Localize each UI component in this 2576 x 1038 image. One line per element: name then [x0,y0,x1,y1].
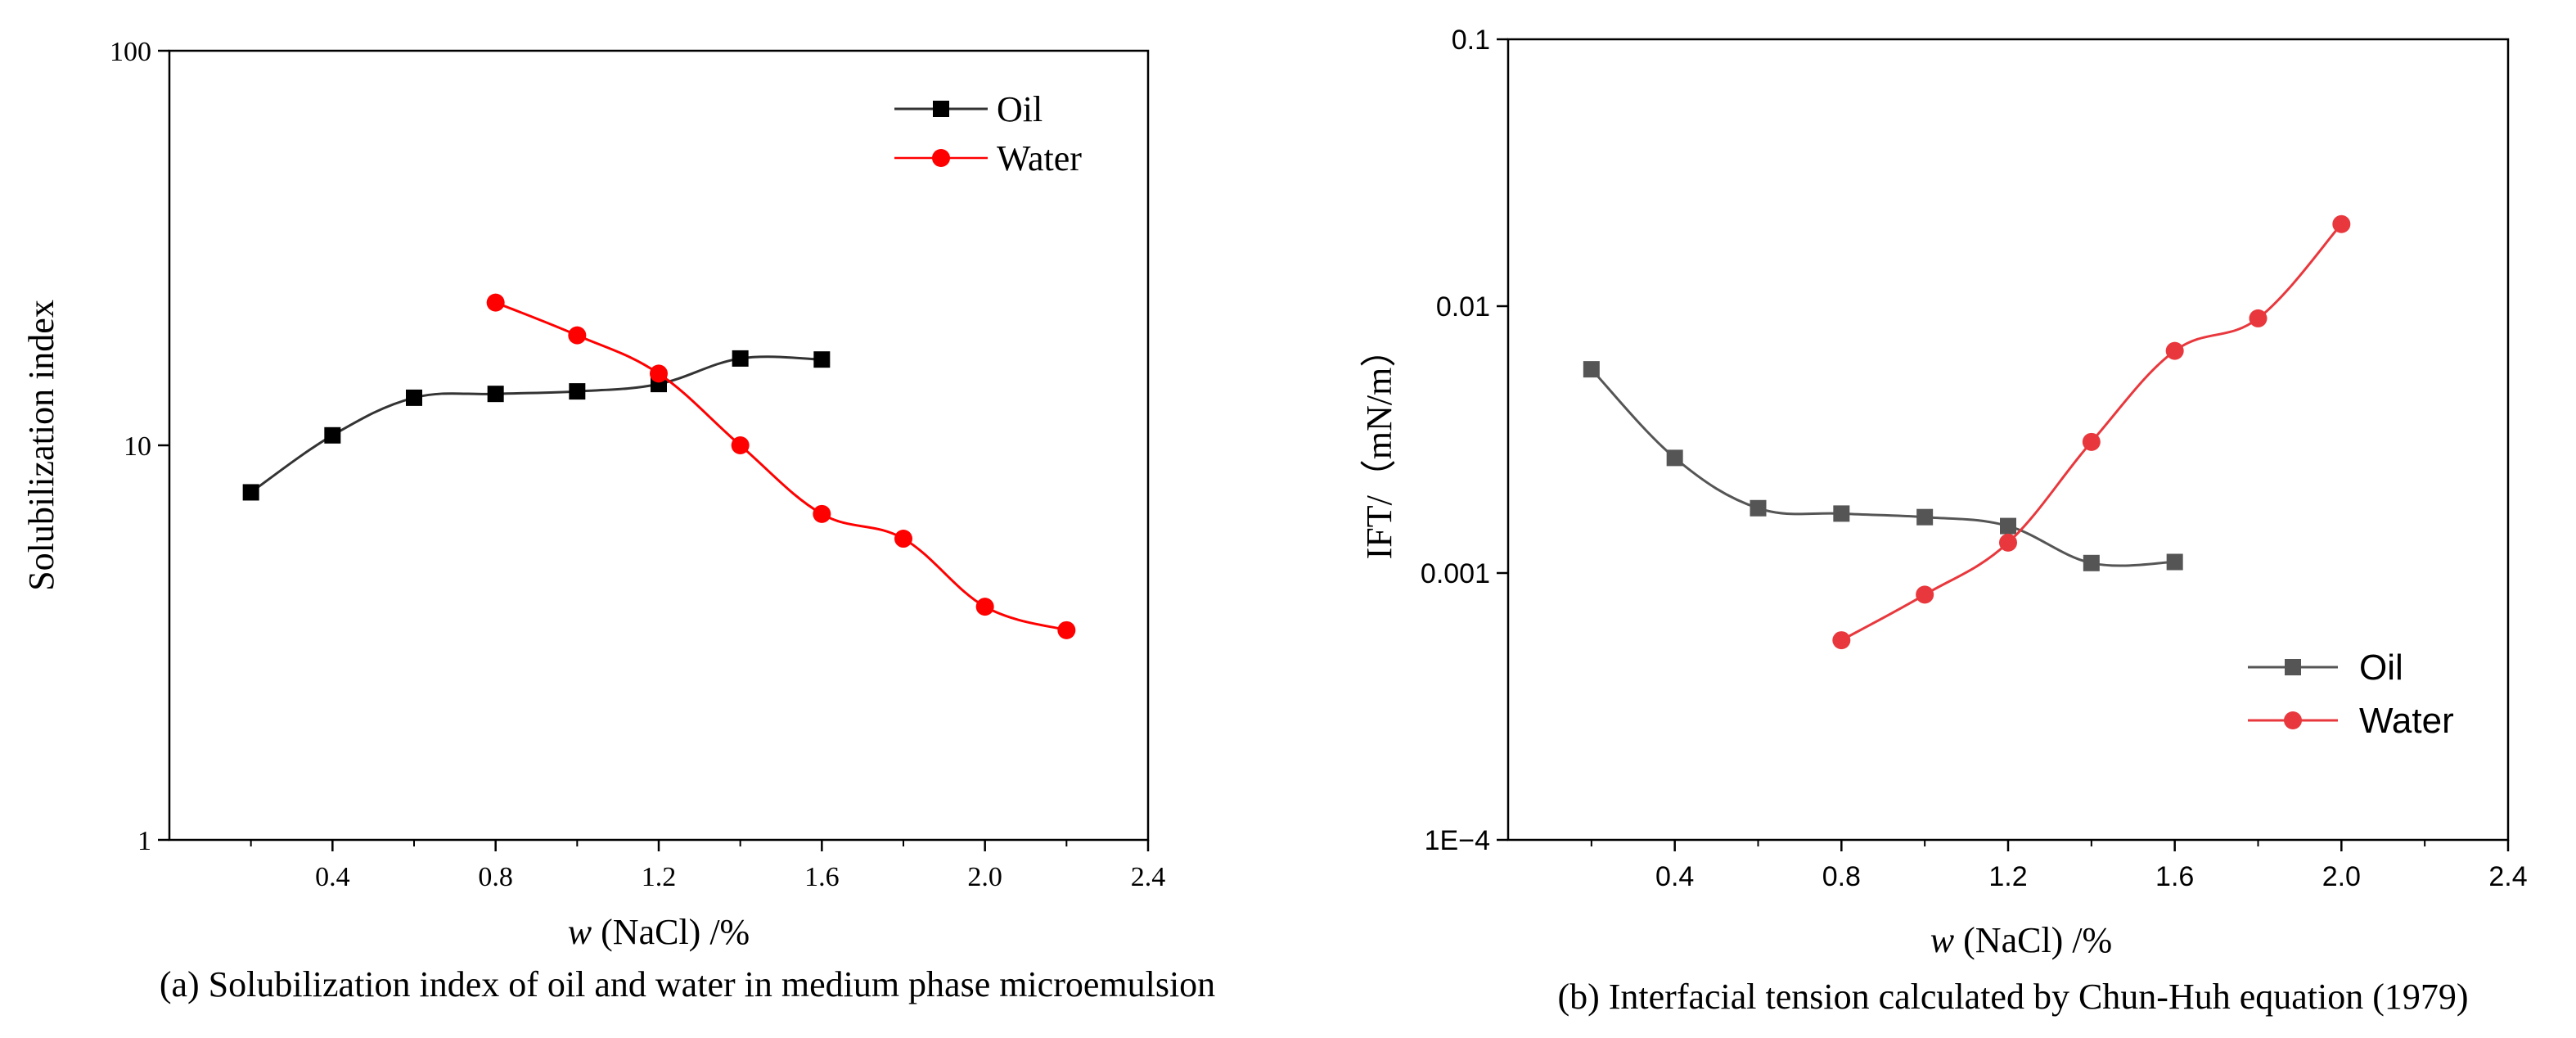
panel-b-series-oil-point [2000,517,2016,535]
panel-b-y-tick-label: 0.001 [1421,558,1490,589]
panel-b-series-water-point [2332,214,2351,233]
panel-a-series-water-point [894,530,912,548]
panel-b-series-oil-point [1916,508,1934,526]
panel-a-y-tick-label: 10 [124,431,151,462]
panel-a-x-tick-label: 2.4 [1131,862,1166,892]
panel-b-legend: Oil Water [2248,648,2454,741]
panel-b-x-tick-label: 0.4 [1655,861,1694,892]
panel-a-series-oil-point [406,389,422,406]
panel-b-legend-oil-label: Oil [2359,648,2403,688]
panel-b-series [1583,214,2351,650]
panel-a-legend-water-marker [932,149,950,167]
panel-a-series-oil-point [732,350,749,367]
panel-b-series-water-point [1832,631,1851,650]
panel-a-x-tick-label: 1.2 [642,862,677,892]
panel-b-x-tick-label: 2.0 [2322,861,2361,892]
panel-a-x-axis-italic: w [568,912,592,952]
panel-a-x-tick-label: 2.0 [967,862,1002,892]
panel-b-series-water-point [2249,309,2268,327]
panel-b-ticks: 0.4 0.8 1.2 1.6 2.0 2.4 1E−4 0.001 0.01 0.1 [1421,25,2528,892]
panel-a-legend-oil-label: Oil [997,89,1043,129]
panel-a-series-water-point [813,504,831,523]
panel-b-plot-frame [1506,38,2510,842]
panel-b-y-tick-label: 0.1 [1452,25,1490,56]
panel-b-series-oil-point [2166,553,2183,571]
panel-a-series-water-point [975,598,994,616]
panel-a-x-tick-label: 0.4 [315,862,350,892]
panel-b-legend-oil-marker [2285,659,2301,675]
panel-a-series-oil-point [487,386,504,403]
panel-b-series-oil-point [2083,554,2100,571]
panel-a-x-axis-rest: (NaCl) /% [592,912,750,952]
panel-b-x-axis-title: w (NaCl) /% [1930,920,2112,960]
panel-a-series [242,293,1076,639]
panel-b-y-tick-label: 1E−4 [1425,825,1490,856]
panel-b-legend-water-marker [2284,711,2302,729]
panel-b-x-axis-italic: w [1930,920,1955,960]
panel-a-x-tick-label: 0.8 [478,862,513,892]
panel-a-ticks: 0.4 0.8 1.2 1.6 2.0 2.4 1 10 100 [110,37,1165,892]
panel-a-legend-water-label: Water [997,138,1082,178]
panel-a-x-axis-title: w (NaCl) /% [568,912,750,952]
panel-b-x-tick-label: 0.8 [1822,861,1861,892]
panel-a-legend-oil-marker [933,101,949,117]
panel-a-series-water-point [650,364,668,383]
panel-a-caption: (a) Solubilization index of oil and wate… [160,964,1215,1004]
panel-a-series-oil-point [242,484,259,501]
panel-a-series-oil-point [569,383,586,400]
panel-b-series-water-point [2082,432,2101,451]
panel-b-x-axis-rest: (NaCl) /% [1954,920,2112,960]
panel-a-series-oil-point [813,351,831,368]
panel-a-series-water-point [568,326,587,345]
panel-a-series-water-point [731,436,750,454]
panel-a-y-tick-label: 100 [110,37,151,67]
panel-b-series-water-point [1916,585,1934,604]
panel-b-caption: (b) Interfacial tension calculated by Ch… [1557,977,2468,1017]
panel-b-series-water-point [2165,341,2184,360]
panel-b-chart: 0.4 0.8 1.2 1.6 2.0 2.4 1E−4 0.001 0.01 0.1 IFT/（… [1359,25,2528,1017]
panel-b-series-oil-line [1590,368,2175,567]
panel-a-chart: 0.4 0.8 1.2 1.6 2.0 2.4 1 10 100 Solubilization … [21,37,1215,1004]
panel-b-y-tick-label: 0.01 [1436,291,1490,323]
panel-b-y-axis-title: IFT/（mN/m） [1359,332,1399,560]
panel-b-series-oil-point [1833,505,1850,522]
panel-a-y-axis-title: Solubilization index [21,300,61,591]
panel-b-series-water-point [1999,533,2017,552]
panel-a-series-oil-point [324,426,341,444]
panel-a-series-water-point [1057,621,1076,639]
panel-b-x-tick-label: 2.4 [2488,861,2527,892]
panel-a-y-tick-label: 1 [137,826,151,856]
panel-a-series-oil-line [250,355,822,494]
panel-b-series-water-line [1840,223,2343,642]
panel-a-series-water-point [486,293,505,312]
panel-b-series-oil-point [1666,449,1683,467]
panel-a-legend: Oil Water [894,89,1082,178]
panel-b-x-tick-label: 1.6 [2155,861,2194,892]
panel-b-x-tick-label: 1.2 [1988,861,2027,892]
panel-b-legend-water-label: Water [2359,701,2454,741]
panel-b-series-oil-point [1583,361,1600,378]
panel-b-series-oil-point [1750,499,1767,517]
panel-a-x-tick-label: 1.6 [804,862,840,892]
panel-a-series-water-line [495,301,1067,632]
